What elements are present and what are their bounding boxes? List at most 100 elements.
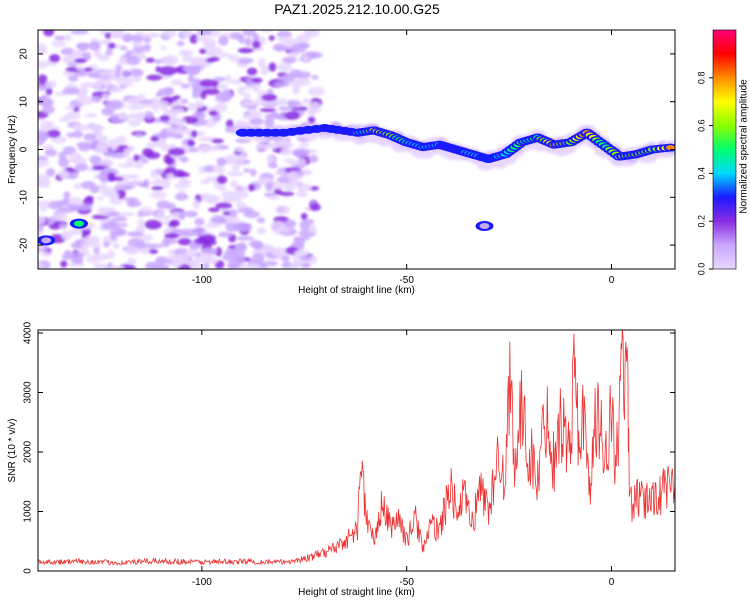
noise-blob <box>38 60 48 69</box>
colorbar-tick-label: 0.0 <box>696 263 706 276</box>
noise-blob <box>242 30 256 37</box>
noise-blob <box>125 246 140 255</box>
noise-blob <box>284 158 296 163</box>
noise-blob <box>38 225 44 232</box>
noise-blob <box>196 36 209 42</box>
noise-blob <box>204 223 222 229</box>
noise-blob <box>182 30 193 38</box>
noise-blob <box>219 52 232 58</box>
noise-blob <box>98 40 110 45</box>
noise-blob <box>107 219 116 229</box>
y-tick-label: 1000 <box>23 500 34 523</box>
noise-blob <box>75 42 91 49</box>
noise-blob <box>274 171 284 176</box>
noise-blob <box>104 32 112 39</box>
noise-blob <box>98 206 117 213</box>
noise-blob <box>242 111 253 120</box>
noise-blob <box>209 56 220 62</box>
noise-blob <box>54 35 67 41</box>
noise-blob <box>274 249 286 259</box>
noise-blob <box>69 227 83 236</box>
noise-blob <box>226 153 242 164</box>
noise-blob <box>156 200 171 210</box>
noise-blob <box>112 242 120 249</box>
noise-blob <box>99 70 116 77</box>
noise-blob <box>72 122 81 131</box>
noise-blob <box>269 112 281 118</box>
noise-blob <box>127 145 135 152</box>
noise-blob <box>211 138 224 144</box>
noise-blob <box>273 81 291 88</box>
noise-blob <box>62 87 80 95</box>
noise-blob <box>236 236 255 241</box>
noise-blob <box>97 54 111 62</box>
noise-blob <box>132 41 144 48</box>
noise-blob <box>290 44 307 54</box>
noise-blob <box>145 111 154 120</box>
noise-blob <box>115 64 122 72</box>
ridge-point <box>665 145 675 151</box>
noise-blob <box>309 154 319 163</box>
noise-blob <box>234 146 245 153</box>
noise-blob <box>154 59 162 64</box>
noise-blob <box>88 41 101 51</box>
noise-blob <box>118 212 136 217</box>
noise-blob <box>196 30 212 36</box>
noise-blob <box>38 262 44 269</box>
noise-blob <box>114 135 127 145</box>
snr-plot-area <box>38 330 675 566</box>
noise-blob <box>307 86 325 97</box>
snr-series-line <box>38 330 675 566</box>
noise-blob <box>174 193 189 201</box>
noise-blob <box>231 163 240 172</box>
noise-blob <box>187 74 195 84</box>
noise-blob <box>117 163 135 168</box>
noise-blob <box>38 74 48 84</box>
snr-panel: -100 -50 0 0 1000 2000 3000 4000 Height of strai… <box>7 321 676 598</box>
colorbar-tick-label: 0.4 <box>696 167 706 180</box>
noise-blob <box>278 106 292 111</box>
noise-blob <box>291 106 308 112</box>
noise-blob <box>177 238 192 246</box>
y-tick-label: -20 <box>19 237 30 252</box>
noise-blob <box>83 133 97 141</box>
noise-blob <box>38 133 47 144</box>
noise-blob <box>172 133 184 139</box>
noise-blob <box>135 241 147 250</box>
noise-blob <box>165 166 177 173</box>
noise-blob <box>267 88 274 95</box>
noise-blob <box>276 30 292 38</box>
noise-blob <box>157 211 164 221</box>
noise-blob <box>84 67 93 72</box>
noise-blob <box>164 232 180 239</box>
noise-blob <box>141 103 158 108</box>
noise-blob <box>267 195 281 200</box>
noise-blob <box>252 83 260 93</box>
noise-blob <box>91 96 102 103</box>
x-tick-label: -100 <box>192 275 212 286</box>
noise-blob <box>216 175 228 185</box>
y-axis-label: Frequency (Hz) <box>7 115 18 184</box>
noise-blob <box>280 147 292 156</box>
noise-blob <box>249 240 262 248</box>
noise-blob <box>187 139 196 147</box>
noise-blob <box>237 47 254 54</box>
noise-blob <box>300 212 308 220</box>
noise-blob <box>38 200 51 207</box>
noise-blob <box>110 30 123 39</box>
noise-blob <box>64 34 72 42</box>
noise-blob <box>268 35 275 41</box>
y-tick-label: -10 <box>19 190 30 205</box>
noise-blob <box>195 100 205 109</box>
noise-blob <box>133 154 140 163</box>
noise-blob <box>128 120 141 127</box>
noise-blob <box>276 63 293 72</box>
noise-blob <box>204 256 218 265</box>
noise-blob <box>200 148 209 154</box>
noise-blob <box>40 120 52 131</box>
noise-blob <box>213 76 226 82</box>
noise-blob <box>272 182 284 191</box>
noise-blob <box>226 92 233 99</box>
noise-blob <box>307 116 316 124</box>
noise-blob <box>177 40 185 47</box>
